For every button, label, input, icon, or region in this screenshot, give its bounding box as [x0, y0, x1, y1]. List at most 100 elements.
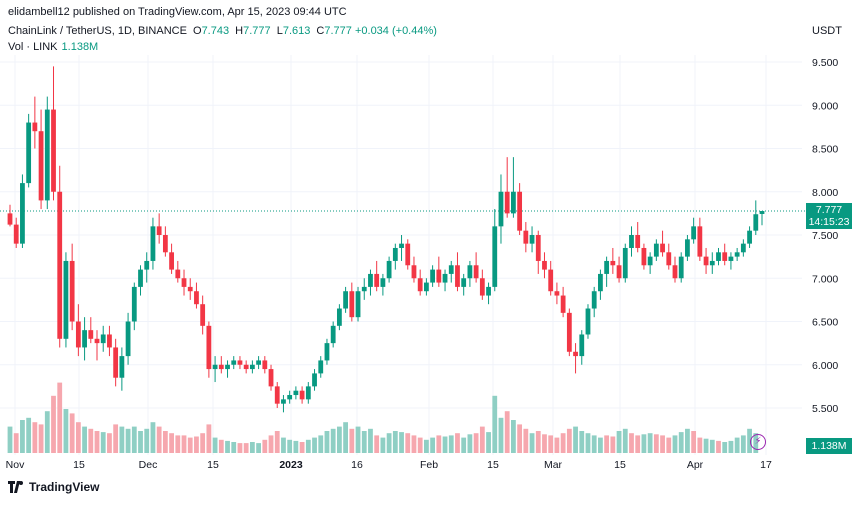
volume-bar	[728, 440, 734, 453]
candle-body	[187, 286, 193, 292]
volume-bar	[138, 431, 143, 453]
volume-bar	[131, 426, 137, 453]
volume-bar	[691, 431, 697, 453]
symbol-title[interactable]: ChainLink / TetherUS, 1D, BINANCE	[8, 25, 187, 37]
candle-body	[119, 356, 125, 378]
candle-body	[517, 191, 523, 231]
candle-body	[467, 265, 473, 279]
last-volume-tag: 1.138M	[806, 438, 852, 454]
price-axis: 9.500 9.000 8.500 8.000 7.500 7.000 6.500 6.000…	[812, 57, 838, 415]
candle-body	[361, 286, 367, 292]
low-value: 7.613	[282, 25, 311, 37]
volume-bar	[455, 433, 460, 453]
volume-bar	[262, 439, 268, 453]
candle-body	[237, 360, 243, 365]
candle-body	[200, 304, 206, 326]
volume-bar	[107, 433, 112, 453]
volume-bar	[498, 417, 504, 453]
volume-bar	[119, 426, 125, 453]
volume-bar	[548, 435, 554, 453]
x-tick-label: Feb	[420, 459, 438, 471]
volume-bar	[523, 428, 529, 453]
candle-body	[542, 260, 547, 270]
volume-bar	[7, 426, 13, 453]
volume-bar	[529, 433, 535, 453]
volume-bar	[51, 395, 56, 453]
candle-body	[281, 399, 286, 404]
volume-bar	[734, 437, 740, 453]
open-value: 7.743	[201, 25, 230, 37]
candle-body	[20, 183, 25, 244]
candle-body	[548, 269, 554, 292]
volume-label[interactable]: Vol · LINK	[8, 41, 58, 53]
x-tick-label: Apr	[687, 459, 704, 471]
volume-bar	[436, 435, 442, 453]
candle-body	[635, 235, 641, 248]
candle-body	[287, 395, 293, 400]
volume-bar	[492, 395, 498, 453]
candle-body	[666, 252, 672, 266]
candle-body	[461, 278, 467, 287]
volume-bar	[162, 431, 168, 453]
candle-body	[566, 312, 572, 352]
candle-body	[653, 243, 659, 257]
x-tick-label: Mar	[544, 459, 563, 471]
x-tick-label: 15	[487, 459, 499, 471]
candle-body	[740, 243, 746, 253]
x-tick-label: 15	[73, 459, 85, 471]
volume-bar	[566, 428, 572, 453]
x-tick-label: 16	[351, 459, 363, 471]
currency-label[interactable]: USDT	[812, 25, 842, 37]
volume-bar	[343, 422, 349, 453]
volume-bar	[392, 431, 398, 453]
candle-body	[138, 269, 143, 287]
candle-body	[678, 256, 684, 279]
candle-body	[26, 122, 32, 184]
candle-body	[685, 239, 690, 257]
high-value: 7.777	[243, 25, 271, 37]
volume-legend[interactable]: Vol · LINK 1.138M	[8, 41, 98, 53]
volume-bar	[666, 437, 672, 453]
volume-bar	[125, 428, 131, 453]
volume-bar	[716, 440, 721, 453]
candle-body	[194, 291, 199, 305]
volume-bar	[479, 426, 485, 453]
volume-bar	[187, 437, 193, 453]
candle-body	[716, 252, 721, 261]
y-tick-label: 7.500	[812, 230, 838, 242]
volume-bar	[305, 439, 311, 453]
symbol-legend[interactable]: ChainLink / TetherUS, 1D, BINANCE O7.743…	[8, 25, 437, 37]
volume-bar	[647, 433, 653, 453]
volume-bar	[374, 435, 380, 453]
candle-body	[175, 269, 181, 279]
candle-body	[734, 252, 740, 257]
volume-bar	[318, 435, 324, 453]
footer-brand[interactable]: TradingView	[8, 480, 99, 494]
candle-body	[753, 214, 759, 231]
volume-bar	[486, 432, 491, 453]
volume-bar	[740, 435, 746, 453]
candle-body	[69, 260, 75, 322]
volume-bar	[249, 442, 255, 453]
volume-bar	[100, 432, 106, 453]
volume-bar	[747, 428, 752, 453]
candle-body	[430, 269, 436, 283]
volume-bar	[69, 413, 75, 453]
candle-body	[206, 325, 212, 370]
volume-bar	[709, 439, 715, 453]
candle-body	[560, 295, 566, 313]
candle-body	[125, 321, 131, 357]
volume-bar	[237, 443, 243, 453]
candle-body	[293, 390, 299, 396]
volume-bar	[243, 443, 249, 453]
candle-body	[486, 286, 491, 296]
candle-body	[585, 308, 591, 335]
candle-body	[591, 291, 597, 309]
candle-body	[169, 252, 174, 270]
candle-body	[156, 226, 162, 235]
candle-body	[318, 360, 324, 374]
volume-bar	[175, 435, 181, 453]
lightning-icon[interactable]: ⚡	[750, 434, 766, 450]
